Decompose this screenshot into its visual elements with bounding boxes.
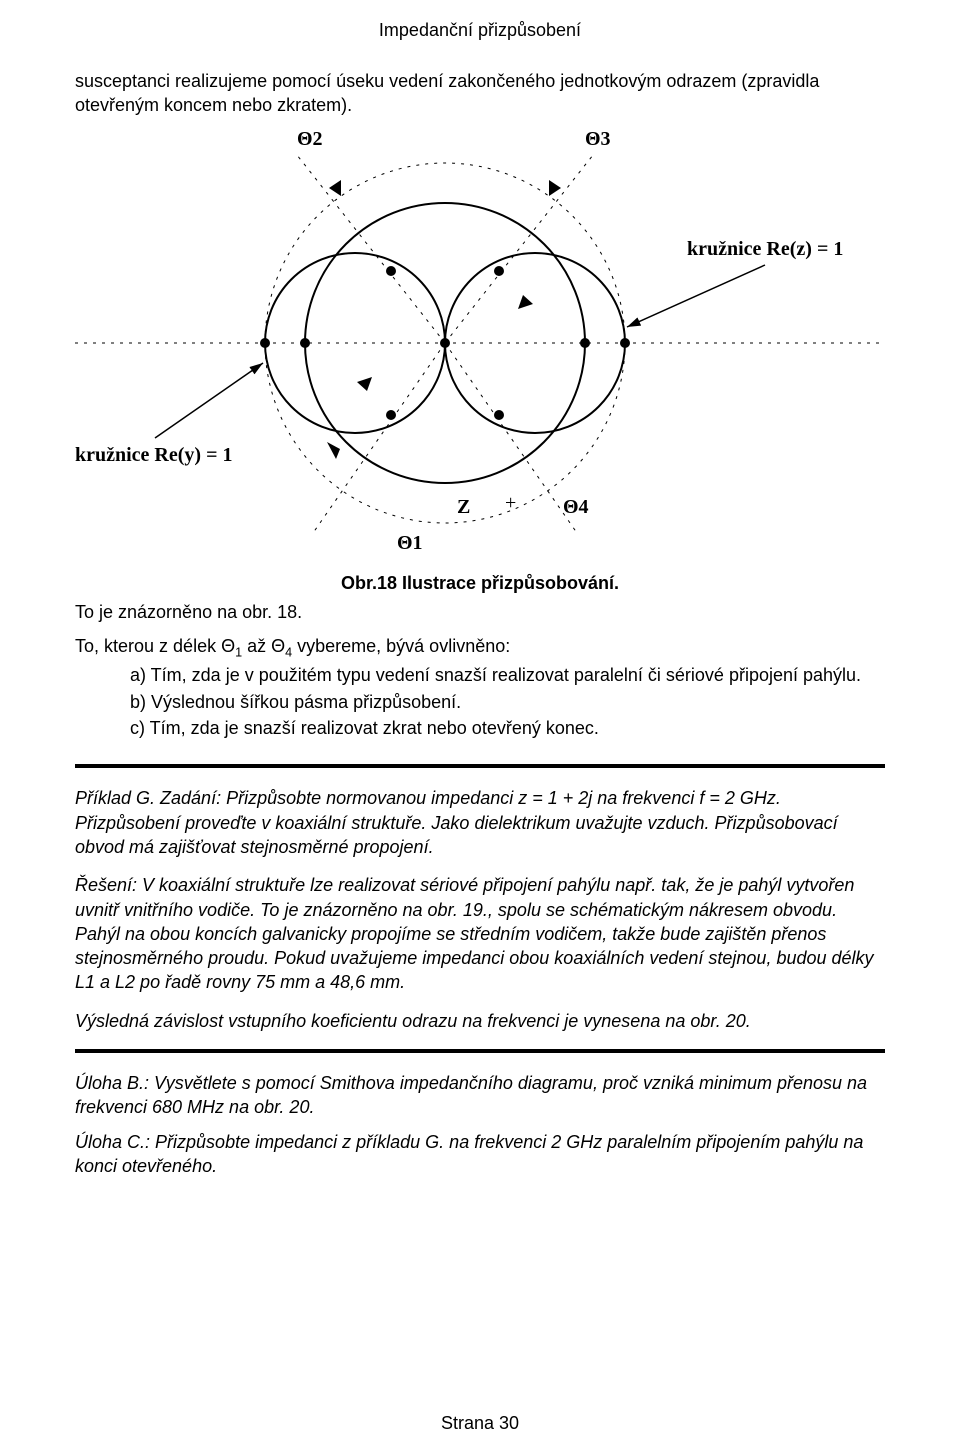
theta2-label: Θ2	[297, 128, 323, 150]
intro-paragraph: susceptanci realizujeme pomocí úseku ved…	[75, 69, 885, 118]
uloha-b: Úloha B.: Vysvětlete s pomocí Smithova i…	[75, 1071, 885, 1120]
theta1-label: Θ1	[397, 532, 423, 554]
page-footer: Strana 30	[0, 1413, 960, 1434]
page-header-title: Impedanční přizpůsobení	[75, 20, 885, 41]
list-item-a: a) Tím, zda je v použitém typu vedení sn…	[130, 663, 885, 687]
uloha-c: Úloha C.: Přizpůsobte impedanci z příkla…	[75, 1130, 885, 1179]
smith-diagram: Θ2 Θ3 Θ1 Θ4 Z + kružnice Re(z) = 1 kružn…	[75, 128, 885, 563]
influence-list: a) Tím, zda je v použitém typu vedení sn…	[130, 663, 885, 740]
theta3-label: Θ3	[585, 128, 611, 150]
rez-label: kružnice Re(z) = 1	[687, 238, 843, 260]
line2-suffix: vybereme, bývá ovlivněno:	[292, 636, 510, 656]
list-item-c: c) Tím, zda je snazší realizovat zkrat n…	[130, 716, 885, 740]
theta4-label: Θ4	[563, 496, 589, 518]
example-g-title: Příklad G. Zadání: Přizpůsobte normovano…	[75, 786, 885, 859]
example-g-solution-2: Výsledná závislost vstupního koeficientu…	[75, 1009, 885, 1033]
separator-1	[75, 764, 885, 768]
z-label: Z	[457, 496, 470, 518]
example-g-solution-1: Řešení: V koaxiální struktuře lze realiz…	[75, 873, 885, 994]
after-diagram-line2: To, kterou z délek Θ1 až Θ4 vybereme, bý…	[75, 634, 885, 662]
plus-label: +	[505, 492, 516, 514]
after-diagram-line1: To je znázorněno na obr. 18.	[75, 600, 885, 624]
separator-2	[75, 1049, 885, 1053]
line2-mid: až Θ	[242, 636, 285, 656]
figure-caption-18: Obr.18 Ilustrace přizpůsobování.	[75, 573, 885, 594]
rey-label: kružnice Re(y) = 1	[75, 444, 232, 466]
line2-prefix: To, kterou z délek Θ	[75, 636, 235, 656]
list-item-b: b) Výslednou šířkou pásma přizpůsobení.	[130, 690, 885, 714]
